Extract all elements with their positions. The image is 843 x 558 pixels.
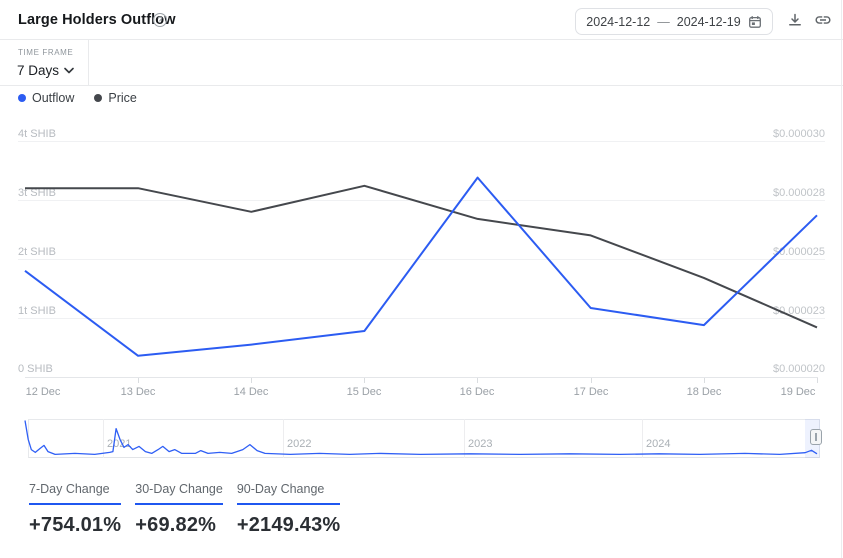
date-separator: — xyxy=(657,14,670,29)
divider xyxy=(88,40,89,86)
x-tick xyxy=(364,378,365,383)
x-tick xyxy=(138,378,139,383)
nav-year-label: 2022 xyxy=(287,438,312,450)
help-icon[interactable]: ? xyxy=(153,13,167,27)
timeframe-row: TIME FRAME 7 Days xyxy=(0,40,843,86)
header: Large Holders Outflow ? 2024-12-12 — 202… xyxy=(0,0,843,40)
stat-underline xyxy=(29,503,122,505)
navigator-frame xyxy=(28,419,820,458)
chart-legend: Outflow Price xyxy=(18,91,137,105)
navigator-drag-handle-icon[interactable] xyxy=(810,429,822,445)
y-left-label: 1t SHIB xyxy=(18,305,56,317)
x-axis-line xyxy=(25,377,818,378)
x-label: 13 Dec xyxy=(120,386,156,398)
nav-year-label: 2024 xyxy=(646,438,671,450)
y-right-label: $0.000030 xyxy=(773,128,825,140)
stat-label: 90-Day Change xyxy=(236,482,325,496)
legend-outflow-label: Outflow xyxy=(32,91,75,105)
x-label: 17 Dec xyxy=(573,386,609,398)
legend-price-label: Price xyxy=(108,91,137,105)
nav-year-label: 2021 xyxy=(107,438,132,450)
x-label: 14 Dec xyxy=(233,386,269,398)
x-tick xyxy=(477,378,478,383)
gridline xyxy=(18,259,825,260)
page-title: Large Holders Outflow xyxy=(18,12,176,28)
y-right-label: $0.000020 xyxy=(773,363,825,375)
nav-year-gridline xyxy=(464,419,465,458)
outflow-dot-icon xyxy=(18,94,26,102)
y-left-label: 4t SHIB xyxy=(18,128,56,140)
y-left-label: 3t SHIB xyxy=(18,187,56,199)
gridline xyxy=(18,200,825,201)
x-label: 16 Dec xyxy=(459,386,495,398)
stat-value: +69.82% xyxy=(135,514,217,536)
x-tick xyxy=(704,378,705,383)
stat-value: +2149.43% xyxy=(236,514,341,536)
outflow-series-line xyxy=(24,176,818,357)
legend-item-outflow[interactable]: Outflow xyxy=(18,91,74,105)
chevron-down-icon xyxy=(64,67,74,74)
nav-year-label: 2023 xyxy=(468,438,493,450)
y-left-label: 2t SHIB xyxy=(18,246,56,258)
x-label: 15 Dec xyxy=(346,386,382,398)
nav-year-gridline xyxy=(103,419,104,458)
nav-year-gridline xyxy=(642,419,643,458)
change-stats: 7-Day Change +754.01% 30-Day Change +69.… xyxy=(29,482,341,537)
x-tick xyxy=(251,378,252,383)
x-tick xyxy=(591,378,592,383)
x-label: 18 Dec xyxy=(686,386,722,398)
stat-7day[interactable]: 7-Day Change +754.01% xyxy=(29,482,122,537)
timeframe-label: TIME FRAME xyxy=(18,48,74,57)
y-left-label: 0 SHIB xyxy=(18,363,53,375)
stat-90day[interactable]: 90-Day Change +2149.43% xyxy=(236,482,341,537)
y-right-label: $0.000028 xyxy=(773,187,825,199)
legend-item-price[interactable]: Price xyxy=(94,91,137,105)
y-right-label: $0.000023 xyxy=(773,305,825,317)
price-dot-icon xyxy=(94,94,103,102)
stat-label: 30-Day Change xyxy=(135,482,223,496)
date-end: 2024-12-19 xyxy=(676,14,741,29)
stat-30day[interactable]: 30-Day Change +69.82% xyxy=(135,482,223,537)
date-range-picker[interactable]: 2024-12-12 — 2024-12-19 xyxy=(575,8,773,35)
calendar-icon xyxy=(748,15,762,29)
timeframe-value: 7 Days xyxy=(17,63,60,78)
gridline xyxy=(18,318,825,319)
x-label: 12 Dec xyxy=(25,386,61,398)
download-button[interactable] xyxy=(785,10,805,30)
date-start: 2024-12-12 xyxy=(586,14,651,29)
price-series-line xyxy=(25,184,818,329)
timeframe-select[interactable]: 7 Days xyxy=(17,63,74,78)
divider xyxy=(841,0,842,558)
nav-year-gridline xyxy=(283,419,284,458)
x-label: 19 Dec xyxy=(780,386,816,398)
stat-underline xyxy=(236,503,341,505)
stat-underline xyxy=(135,503,223,505)
link-icon[interactable] xyxy=(813,10,833,30)
gridline xyxy=(18,141,825,142)
x-tick xyxy=(817,378,818,383)
y-right-label: $0.000025 xyxy=(773,246,825,258)
stat-value: +754.01% xyxy=(29,514,122,536)
stat-label: 7-Day Change xyxy=(29,482,110,496)
